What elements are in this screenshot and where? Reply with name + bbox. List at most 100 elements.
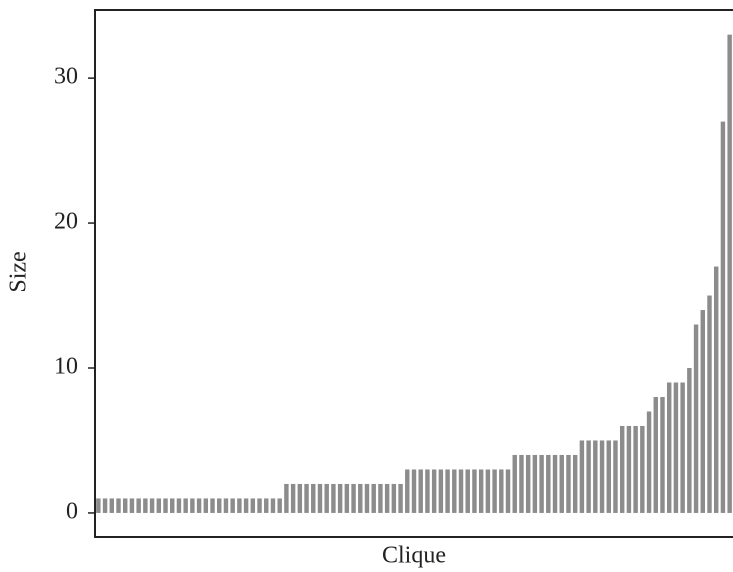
- bar: [237, 498, 242, 513]
- bar: [519, 454, 524, 513]
- bar: [653, 396, 658, 513]
- bar: [525, 454, 531, 513]
- bar: [156, 498, 162, 513]
- bar: [700, 310, 705, 513]
- bar: [458, 469, 464, 513]
- bar: [626, 425, 632, 513]
- bar: [378, 483, 383, 513]
- bar: [384, 483, 390, 513]
- bar: [505, 469, 511, 513]
- bar: [713, 266, 719, 513]
- bar: [358, 483, 363, 513]
- bar: [344, 483, 350, 513]
- bar: [546, 454, 551, 513]
- bar: [331, 483, 336, 513]
- bar: [210, 498, 215, 513]
- bar: [163, 498, 168, 513]
- bar: [277, 498, 282, 513]
- bar: [223, 498, 229, 513]
- bar: [660, 396, 665, 513]
- bar: [123, 498, 128, 513]
- bar: [257, 498, 262, 513]
- bar: [559, 454, 564, 513]
- x-axis-label: Clique: [382, 543, 446, 569]
- bar: [190, 498, 195, 513]
- bar: [532, 454, 538, 513]
- bar: [452, 469, 457, 513]
- bar: [566, 454, 571, 513]
- bar: [666, 382, 672, 513]
- bar: [680, 382, 685, 513]
- bar: [512, 454, 517, 513]
- bar: [613, 440, 618, 513]
- axis-frame: [94, 9, 733, 538]
- bar: [311, 483, 316, 513]
- bar: [552, 454, 558, 513]
- bar: [431, 469, 437, 513]
- bar: [398, 483, 403, 513]
- y-axis-label: Size: [6, 251, 32, 292]
- y-tick-label: 0: [66, 498, 78, 524]
- bar: [485, 469, 491, 513]
- bar: [264, 498, 269, 513]
- bar: [203, 498, 209, 513]
- bar: [411, 469, 417, 513]
- bar: [673, 382, 679, 513]
- bar: [707, 295, 712, 513]
- bar: [693, 324, 699, 513]
- bar: [149, 498, 155, 513]
- bar: [572, 454, 578, 513]
- bar: [297, 483, 303, 513]
- bar: [579, 440, 585, 513]
- bar: [727, 34, 732, 513]
- bar: [351, 483, 356, 513]
- bar: [405, 469, 410, 513]
- bar: [720, 121, 726, 513]
- bar: [183, 498, 188, 513]
- bar: [364, 483, 370, 513]
- bar: [324, 483, 329, 513]
- bar: [586, 440, 591, 513]
- bar: [492, 469, 497, 513]
- bar: [170, 498, 175, 513]
- bar: [599, 440, 605, 513]
- bar: [539, 454, 544, 513]
- y-tick-label: 30: [54, 64, 78, 90]
- bar: [230, 498, 235, 513]
- bar: [687, 368, 692, 513]
- bar: [619, 425, 625, 513]
- bar: [270, 498, 276, 513]
- bar: [499, 469, 504, 513]
- bar: [116, 498, 121, 513]
- bar: [633, 425, 638, 513]
- bar: [243, 498, 249, 513]
- bar: [425, 469, 430, 513]
- bar: [478, 469, 484, 513]
- bar: [196, 498, 202, 513]
- bar: [109, 498, 115, 513]
- y-tick-label: 20: [54, 209, 78, 235]
- bar: [391, 483, 397, 513]
- bar: [371, 483, 376, 513]
- bar: [136, 498, 141, 513]
- bar: [102, 498, 108, 513]
- bar: [176, 498, 182, 513]
- bar: [593, 440, 598, 513]
- y-tick-label: 10: [54, 354, 78, 380]
- bar: [284, 483, 289, 513]
- bar: [438, 469, 444, 513]
- bar: [646, 411, 652, 513]
- bar: [465, 469, 470, 513]
- bar: [129, 498, 135, 513]
- bar: [290, 483, 296, 513]
- bar: [472, 469, 477, 513]
- bar: [217, 498, 222, 513]
- bar: [640, 425, 645, 513]
- bar: [606, 440, 611, 513]
- bar: [96, 498, 101, 513]
- bar: [418, 469, 423, 513]
- bar: [304, 483, 309, 513]
- bar: [337, 483, 343, 513]
- bar: [143, 498, 148, 513]
